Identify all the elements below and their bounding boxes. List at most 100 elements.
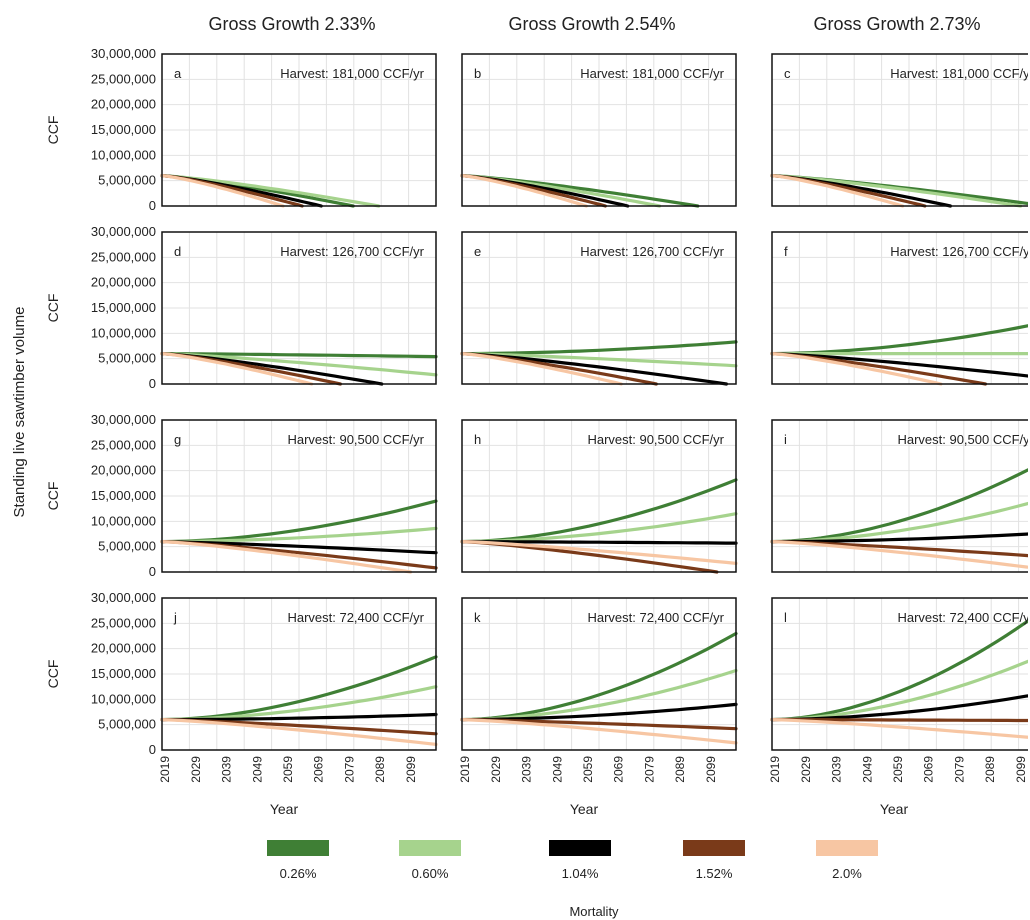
y-tick-label: 0 — [149, 564, 156, 579]
panel-letter-g: g — [174, 432, 181, 447]
y-tick-label: 30,000,000 — [91, 412, 156, 427]
column-title-3: Gross Growth 2.73% — [813, 14, 980, 34]
legend-item-5: 2.0% — [816, 840, 878, 881]
harvest-label-d: Harvest: 126,700 CCF/yr — [280, 244, 424, 259]
legend-label: 1.52% — [696, 866, 733, 881]
x-tick-label: 2069 — [922, 756, 936, 783]
y-tick-label: 15,000,000 — [91, 666, 156, 681]
x-axis-label: Year — [880, 801, 909, 817]
y-tick-label: 15,000,000 — [91, 122, 156, 137]
legend-item-2: 0.60% — [399, 840, 461, 881]
series-line-d-060 — [160, 352, 438, 377]
panel-letter-h: h — [474, 432, 481, 447]
panel-letter-b: b — [474, 66, 481, 81]
x-tick-label: 2039 — [830, 756, 844, 783]
series-line-l-152 — [770, 717, 1028, 723]
y-tick-label: 15,000,000 — [91, 300, 156, 315]
y-tick-label: 5,000,000 — [98, 539, 156, 554]
panel-frame — [461, 597, 737, 751]
panel-letter-i: i — [784, 432, 787, 447]
y-tick-label: 30,000,000 — [91, 46, 156, 61]
panel-k: k Harvest: 72,400 CCF/yr 2019 2029 2039 2049 2… — [458, 597, 738, 817]
y-axis-label-ccf: CCF — [45, 660, 61, 689]
harvest-label-j: Harvest: 72,400 CCF/yr — [287, 610, 424, 625]
panel-letter-k: k — [474, 610, 481, 625]
panel-frame — [461, 231, 737, 385]
x-tick-label: 2089 — [373, 756, 387, 783]
y-tick-label: 20,000,000 — [91, 97, 156, 112]
y-tick-label: 5,000,000 — [98, 717, 156, 732]
panel-letter-e: e — [474, 244, 481, 259]
panel-j: j Harvest: 72,400 CCF/yr 30,000,000 25,000,… — [45, 590, 438, 817]
legend-item-3: 1.04% — [549, 840, 611, 881]
harvest-label-c: Harvest: 181,000 CCF/yr — [890, 66, 1030, 81]
x-tick-label: 2079 — [952, 756, 966, 783]
harvest-label-g: Harvest: 90,500 CCF/yr — [287, 432, 424, 447]
panel-f: f Harvest: 126,700 CCF/yr — [770, 231, 1030, 386]
x-tick-label: 2089 — [673, 756, 687, 783]
y-tick-label: 15,000,000 — [91, 488, 156, 503]
series-line-g-060 — [160, 526, 438, 544]
y-tick-label: 30,000,000 — [91, 224, 156, 239]
legend-label: 0.26% — [280, 866, 317, 881]
legend-title: Mortality — [569, 904, 619, 919]
series-line-e-060 — [460, 352, 738, 368]
panel-letter-d: d — [174, 244, 181, 259]
panel-d: d Harvest: 126,700 CCF/yr 30,000,000 25,000… — [45, 224, 438, 391]
series-line-e-026 — [460, 340, 738, 356]
legend-label: 2.0% — [832, 866, 862, 881]
legend-item-1: 0.26% — [267, 840, 329, 881]
harvest-label-h: Harvest: 90,500 CCF/yr — [587, 432, 724, 447]
panel-frame — [161, 53, 437, 207]
x-tick-label: 2049 — [860, 756, 874, 783]
panel-frame — [771, 53, 1028, 207]
panel-b: b Harvest: 181,000 CCF/yr — [460, 53, 737, 208]
series-line-i-104 — [770, 532, 1028, 544]
y-tick-label: 25,000,000 — [91, 437, 156, 452]
x-tick-label: 2059 — [281, 756, 295, 783]
legend-swatch — [267, 840, 329, 856]
figure-root: Gross Growth 2.33% Gross Growth 2.54% Gros… — [11, 14, 1030, 919]
x-tick-label: 2019 — [768, 756, 782, 783]
y-tick-label: 0 — [149, 742, 156, 757]
x-tick-label: 2049 — [550, 756, 564, 783]
x-tick-label: 2069 — [612, 756, 626, 783]
harvest-label-b: Harvest: 181,000 CCF/yr — [580, 66, 724, 81]
y-axis-label-ccf: CCF — [45, 116, 61, 145]
x-tick-label: 2039 — [520, 756, 534, 783]
x-axis-label: Year — [570, 801, 599, 817]
series-line-g-104 — [160, 539, 438, 555]
series-line-f-104 — [770, 352, 1028, 378]
x-tick-label: 2049 — [250, 756, 264, 783]
harvest-label-k: Harvest: 72,400 CCF/yr — [587, 610, 724, 625]
side-y-axis-label: Standing live sawtimber volume — [11, 307, 28, 518]
panel-letter-a: a — [174, 66, 182, 81]
x-tick-label: 2019 — [458, 756, 472, 783]
x-tick-label: 2059 — [891, 756, 905, 783]
y-tick-label: 5,000,000 — [98, 173, 156, 188]
series-line-c-20 — [770, 174, 905, 208]
y-tick-label: 20,000,000 — [91, 275, 156, 290]
y-tick-label: 30,000,000 — [91, 590, 156, 605]
legend-swatch — [549, 840, 611, 856]
series-line-d-026 — [160, 352, 438, 359]
series-line-k-20 — [460, 717, 738, 745]
y-tick-label: 10,000,000 — [91, 691, 156, 706]
series-line-e-20 — [460, 352, 623, 386]
harvest-label-f: Harvest: 126,700 CCF/yr — [890, 244, 1030, 259]
panel-frame — [771, 419, 1028, 573]
series-line-c-060 — [770, 174, 1023, 208]
panel-h: h Harvest: 90,500 CCF/yr — [460, 419, 738, 574]
y-tick-label: 5,000,000 — [98, 351, 156, 366]
panel-letter-l: l — [784, 610, 787, 625]
y-tick-label: 10,000,000 — [91, 513, 156, 528]
y-axis-label-ccf: CCF — [45, 294, 61, 323]
panel-i: i Harvest: 90,500 CCF/yr — [770, 419, 1028, 573]
legend-swatch — [683, 840, 745, 856]
y-tick-label: 25,000,000 — [91, 71, 156, 86]
y-axis-label-ccf: CCF — [45, 482, 61, 511]
y-tick-label: 0 — [149, 198, 156, 213]
series-line-g-20 — [160, 539, 413, 574]
x-tick-label: 2059 — [581, 756, 595, 783]
